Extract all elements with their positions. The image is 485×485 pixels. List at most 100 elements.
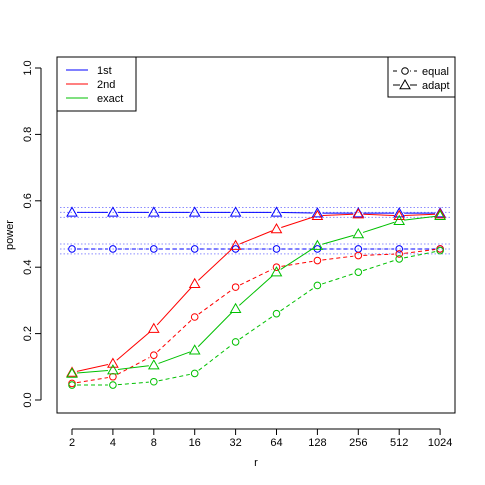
- series-1st-equal: [68, 245, 444, 253]
- series-2nd-equal-point: [395, 250, 404, 258]
- series-exact-equal-segment: [280, 287, 314, 312]
- series-2nd-adapt-point: [107, 357, 119, 368]
- series-exact-adapt-segment: [76, 370, 108, 374]
- series-exact-equal-point: [354, 268, 363, 276]
- series-exact-equal: [68, 246, 444, 389]
- series-exact-adapt-point: [311, 239, 324, 250]
- series-exact-equal-point: [150, 377, 158, 386]
- series-exact-equal-point: [68, 381, 76, 389]
- series-exact-equal-point: [395, 255, 404, 263]
- legend-method-label: 1st: [97, 65, 112, 77]
- series-1st-adapt-point: [270, 206, 283, 217]
- y-tick-label: 0.0: [22, 392, 34, 407]
- series-1st-equal-point: [109, 245, 117, 253]
- series-layer: [66, 206, 446, 389]
- series-2nd-equal-point: [150, 351, 158, 359]
- series-exact-adapt-segment: [238, 275, 274, 306]
- series-2nd-adapt-segment: [322, 213, 354, 217]
- legend-strategy-marker: [399, 78, 411, 90]
- x-tick-label: 256: [349, 437, 367, 449]
- series-1st-adapt-point: [311, 207, 324, 218]
- series-exact-equal-point: [313, 281, 322, 290]
- reference-bands: [60, 206, 452, 255]
- legend-method-label: 2nd: [97, 79, 115, 91]
- series-2nd-adapt-point: [393, 209, 406, 220]
- series-1st-adapt-point: [229, 206, 242, 217]
- series-2nd-adapt-segment: [363, 213, 395, 217]
- series-exact-adapt-point: [352, 227, 365, 239]
- legend-strategy-marker-bg: [400, 80, 410, 90]
- series-2nd-equal-point: [313, 256, 322, 265]
- series-2nd-equal-segment: [198, 289, 232, 315]
- series-exact-equal-segment: [322, 273, 354, 285]
- series-exact-equal-point: [436, 246, 444, 255]
- x-axis-label: r: [254, 457, 258, 469]
- y-tick-label: 1.0: [22, 60, 34, 75]
- y-tick-label: 0.8: [22, 127, 34, 142]
- series-2nd-equal: [68, 245, 444, 388]
- series-1st-equal-point: [150, 245, 158, 253]
- series-2nd-adapt-point: [270, 223, 283, 234]
- legend-strategy-label: equal: [422, 66, 449, 78]
- series-2nd-equal-point: [109, 372, 117, 381]
- series-exact-equal-point: [231, 338, 240, 346]
- series-2nd-adapt-point: [188, 277, 201, 289]
- y-axis: 0.0 0.2 0.4 0.6 0.8 1.0: [22, 60, 42, 408]
- series-2nd-equal-point: [272, 263, 281, 272]
- series-1st-equal-point: [395, 245, 404, 253]
- series-2nd-adapt-segment: [404, 213, 436, 217]
- series-2nd-adapt-point: [352, 208, 365, 219]
- legend-method: 1st 2nd exact: [56, 56, 137, 112]
- legend-strategy-label: adapt: [422, 80, 450, 92]
- series-exact-adapt-segment: [158, 351, 191, 364]
- series-exact-adapt-point: [66, 367, 78, 378]
- legend-method-label: exact: [97, 93, 123, 105]
- series-1st-adapt-point: [188, 206, 201, 217]
- series-exact-equal-segment: [198, 344, 232, 371]
- x-tick-label: 512: [390, 437, 408, 449]
- series-exact-adapt-point: [147, 359, 160, 370]
- x-tick-label: 4: [110, 437, 116, 449]
- series-exact-equal-point: [109, 381, 117, 389]
- series-2nd-equal-point: [231, 283, 240, 291]
- series-2nd-adapt-point: [147, 322, 160, 333]
- series-exact-adapt-segment: [404, 215, 436, 221]
- series-2nd-adapt-point: [311, 209, 324, 220]
- series-2nd-adapt: [66, 208, 446, 377]
- series-exact-equal-point: [190, 369, 199, 378]
- series-exact-equal-segment: [158, 373, 190, 382]
- series-2nd-adapt-point: [229, 239, 242, 250]
- x-tick-label: 32: [229, 437, 241, 449]
- y-tick-label: 0.6: [22, 193, 34, 208]
- series-2nd-adapt-point: [434, 208, 446, 219]
- series-2nd-equal-point: [190, 313, 199, 321]
- series-exact-adapt-segment: [197, 311, 233, 347]
- series-2nd-equal-segment: [404, 249, 436, 254]
- series-2nd-adapt-segment: [76, 364, 109, 372]
- y-axis-label: power: [4, 220, 16, 250]
- series-2nd-equal-segment: [117, 357, 150, 375]
- series-2nd-equal-segment: [322, 255, 354, 261]
- plot-frame: [56, 56, 456, 414]
- legend-strategy-box: [387, 56, 456, 98]
- series-exact-equal-segment: [404, 251, 436, 259]
- series-exact-equal-segment: [362, 259, 395, 272]
- series-exact-adapt-point: [270, 266, 283, 277]
- series-2nd-equal-segment: [157, 320, 192, 353]
- series-2nd-equal-point: [354, 251, 363, 260]
- series-2nd-adapt-segment: [240, 230, 273, 245]
- series-exact-equal-segment: [117, 381, 149, 386]
- x-tick-label: 1024: [428, 437, 452, 449]
- x-tick-label: 64: [270, 437, 282, 449]
- x-axis: 2 4 8 16 32 64 128 256 512 1024: [69, 428, 452, 449]
- legend-strategy-marker: [401, 67, 409, 75]
- series-2nd-adapt-segment: [198, 248, 233, 281]
- series-1st-adapt-point: [107, 206, 119, 217]
- series-1st-equal-point: [190, 245, 199, 253]
- series-exact-adapt-point: [188, 344, 201, 355]
- series-1st-adapt-point: [393, 207, 406, 218]
- series-exact-equal-point: [272, 309, 281, 318]
- legend-strategy: equal adapt: [387, 56, 456, 98]
- series-1st-equal-point: [68, 245, 76, 253]
